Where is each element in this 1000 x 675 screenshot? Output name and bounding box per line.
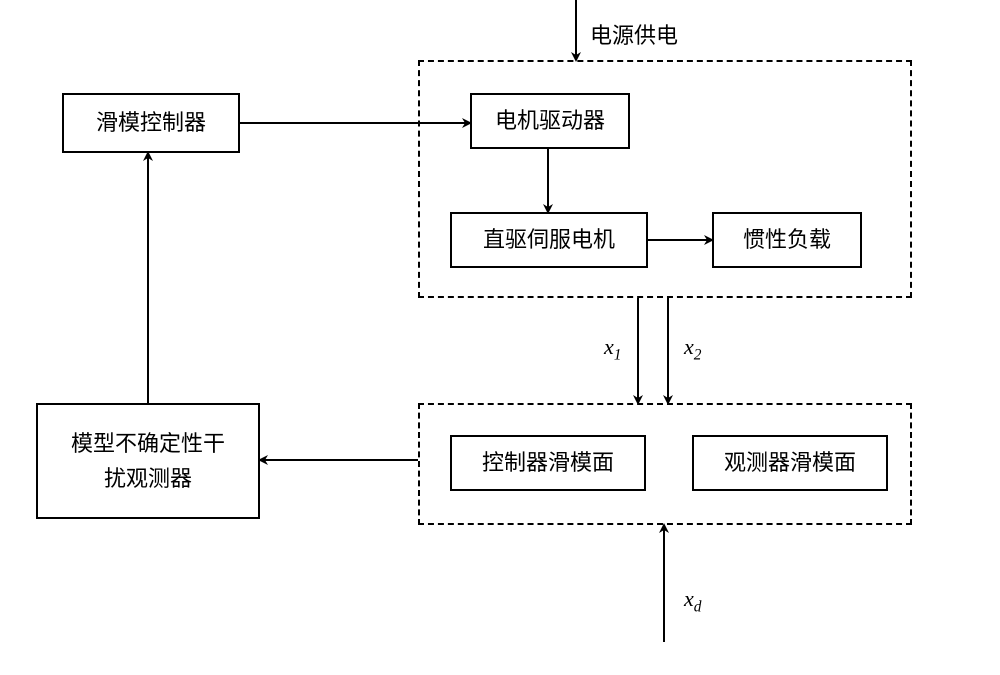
motor-driver-block: 电机驱动器	[470, 93, 630, 149]
inertial-load-label: 惯性负载	[743, 222, 831, 257]
power-supply-label: 电源供电	[590, 18, 678, 50]
sliding-mode-controller-label: 滑模控制器	[96, 105, 206, 140]
observer-sliding-surface-label: 观测器滑模面	[724, 445, 856, 480]
motor-driver-label: 电机驱动器	[495, 103, 605, 138]
model-uncertainty-observer-label: 模型不确定性干 扰观测器	[71, 426, 225, 496]
sliding-mode-controller-block: 滑模控制器	[62, 93, 240, 153]
x2-label: x2	[684, 334, 701, 364]
direct-drive-servo-label: 直驱伺服电机	[483, 222, 615, 257]
controller-sliding-surface-block: 控制器滑模面	[450, 435, 646, 491]
observer-sliding-surface-block: 观测器滑模面	[692, 435, 888, 491]
xd-label: xd	[684, 586, 701, 616]
direct-drive-servo-block: 直驱伺服电机	[450, 212, 648, 268]
inertial-load-block: 惯性负载	[712, 212, 862, 268]
model-uncertainty-observer-block: 模型不确定性干 扰观测器	[36, 403, 260, 519]
x1-label: x1	[604, 334, 621, 364]
controller-sliding-surface-label: 控制器滑模面	[482, 445, 614, 480]
